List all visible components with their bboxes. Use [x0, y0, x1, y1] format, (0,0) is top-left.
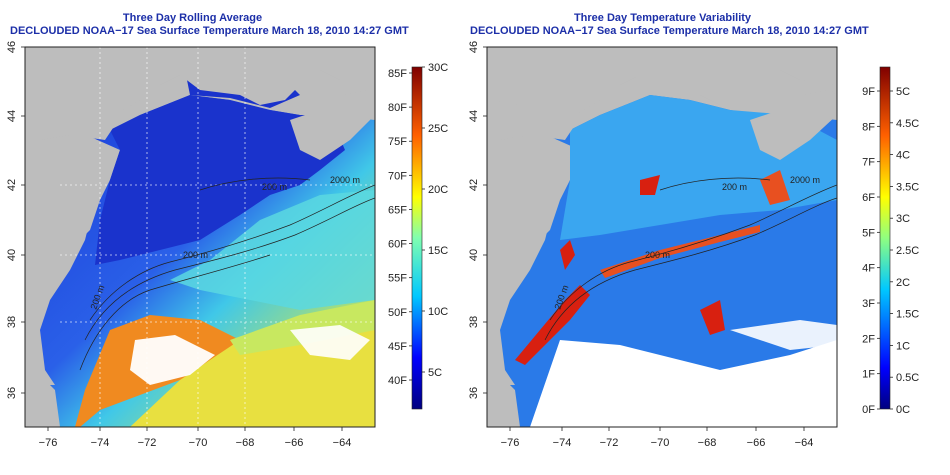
- colorbar-c-label: 25C: [428, 123, 448, 135]
- colorbar-c-label: 0.5C: [896, 372, 919, 384]
- right-contour-label-1: 200 m: [645, 250, 670, 260]
- lat-tick-label: 46: [6, 41, 18, 53]
- colorbar-c-label: 20C: [428, 184, 448, 196]
- colorbar-c-label: 5C: [428, 367, 442, 379]
- right-title-line2: DECLOUDED NOAA−17 Sea Surface Temperatur…: [470, 25, 869, 37]
- colorbar-c-label: 2.5C: [896, 245, 919, 257]
- colorbar-f-label: 60F: [388, 239, 407, 251]
- colorbar-f-label: 6F: [862, 192, 875, 204]
- left-map-area: 200 m 200 m 200 m 2000 m: [25, 47, 375, 427]
- colorbar-f-label: 85F: [388, 68, 407, 80]
- colorbar-c-label: 5C: [896, 86, 910, 98]
- colorbar-c-label: 2C: [896, 277, 910, 289]
- lat-tick-label: 42: [6, 179, 18, 191]
- lat-tick-label: 46: [468, 41, 480, 53]
- right-colorbar-labels: 0F 1F 2F 3F 4F 5F 6F 7F 8F 9F 0C 0.5C 1C 1.5C 2C 2.5C 3C…: [862, 86, 919, 416]
- colorbar-f-label: 70F: [388, 170, 407, 182]
- colorbar-c-label: 3.5C: [896, 181, 919, 193]
- right-contour-label-4: 2000 m: [790, 175, 820, 185]
- lat-tick-label: 44: [468, 110, 480, 122]
- lon-tick-label: −66: [285, 437, 304, 449]
- colorbar-f-label: 55F: [388, 273, 407, 285]
- colorbar-c-label: 30C: [428, 62, 448, 74]
- colorbar-f-label: 65F: [388, 204, 407, 216]
- colorbar-f-label: 40F: [388, 375, 407, 387]
- lon-tick-label: −74: [91, 437, 110, 449]
- right-map-area: 200 m 200 m 200 m 2000 m: [487, 47, 837, 427]
- colorbar-f-label: 4F: [862, 263, 875, 275]
- lon-tick-label: −72: [138, 437, 157, 449]
- left-axes: 36 38 40 42 44 46 −76 −74 −72 −70 −68 −66 −64: [6, 41, 351, 449]
- colorbar-f-label: 5F: [862, 227, 875, 239]
- left-contour-label-3: 200 m: [88, 284, 106, 311]
- left-title-line2: DECLOUDED NOAA−17 Sea Surface Temperatur…: [10, 25, 409, 37]
- lat-tick-label: 38: [468, 316, 480, 328]
- colorbar-f-label: 9F: [862, 86, 875, 98]
- colorbar-c-label: 4C: [896, 150, 910, 162]
- colorbar-f-label: 7F: [862, 157, 875, 169]
- lon-tick-label: −68: [236, 437, 255, 449]
- lon-tick-label: −66: [747, 437, 766, 449]
- colorbar-c-label: 1.5C: [896, 309, 919, 321]
- colorbar-f-label: 2F: [862, 333, 875, 345]
- colorbar-f-label: 75F: [388, 136, 407, 148]
- lon-tick-label: −70: [651, 437, 670, 449]
- lon-tick-label: −64: [795, 437, 814, 449]
- lat-tick-label: 38: [6, 316, 18, 328]
- lon-tick-label: −68: [698, 437, 717, 449]
- lat-tick-label: 40: [6, 249, 18, 261]
- colorbar-f-label: 3F: [862, 298, 875, 310]
- colorbar-f-label: 50F: [388, 307, 407, 319]
- colorbar-f-label: 1F: [862, 369, 875, 381]
- colorbar-f-label: 0F: [862, 404, 875, 416]
- lat-tick-label: 40: [468, 249, 480, 261]
- lat-tick-label: 42: [468, 179, 480, 191]
- colorbar-c-label: 15C: [428, 245, 448, 257]
- colorbar-c-label: 1C: [896, 340, 910, 352]
- lat-tick-label: 44: [6, 110, 18, 122]
- left-title-line1: Three Day Rolling Average: [122, 12, 263, 24]
- lon-tick-label: −74: [553, 437, 572, 449]
- lon-tick-label: −64: [333, 437, 352, 449]
- colorbar-c-label: 0C: [896, 404, 910, 416]
- right-colorbar: [879, 66, 891, 410]
- lon-tick-label: −70: [189, 437, 208, 449]
- left-colorbar: [411, 66, 423, 410]
- right-axes: 36 38 40 42 44 46 −76 −74 −72 −70 −68 −66 −64: [468, 41, 813, 449]
- left-contour-label-4: 2000 m: [330, 175, 360, 185]
- colorbar-c-label: 10C: [428, 306, 448, 318]
- left-contour-label-1: 200 m: [183, 250, 208, 260]
- left-contour-label-2: 200 m: [262, 182, 287, 192]
- colorbar-c-label: 4.5C: [896, 118, 919, 130]
- right-contour-label-3: 200 m: [552, 284, 570, 311]
- lat-tick-label: 36: [6, 387, 18, 399]
- colorbar-f-label: 45F: [388, 341, 407, 353]
- lat-tick-label: 36: [468, 387, 480, 399]
- right-contour-label-2: 200 m: [722, 182, 747, 192]
- lon-tick-label: −76: [501, 437, 520, 449]
- right-title-line1: Three Day Temperature Variability: [573, 12, 752, 24]
- lon-tick-label: −72: [600, 437, 619, 449]
- colorbar-f-label: 8F: [862, 121, 875, 133]
- colorbar-f-label: 80F: [388, 102, 407, 114]
- lon-tick-label: −76: [39, 437, 58, 449]
- left-colorbar-labels: 40F 45F 50F 55F 60F 65F 70F 75F 80F 85F 5C 10C 15C 20…: [388, 62, 448, 387]
- colorbar-c-label: 3C: [896, 213, 910, 225]
